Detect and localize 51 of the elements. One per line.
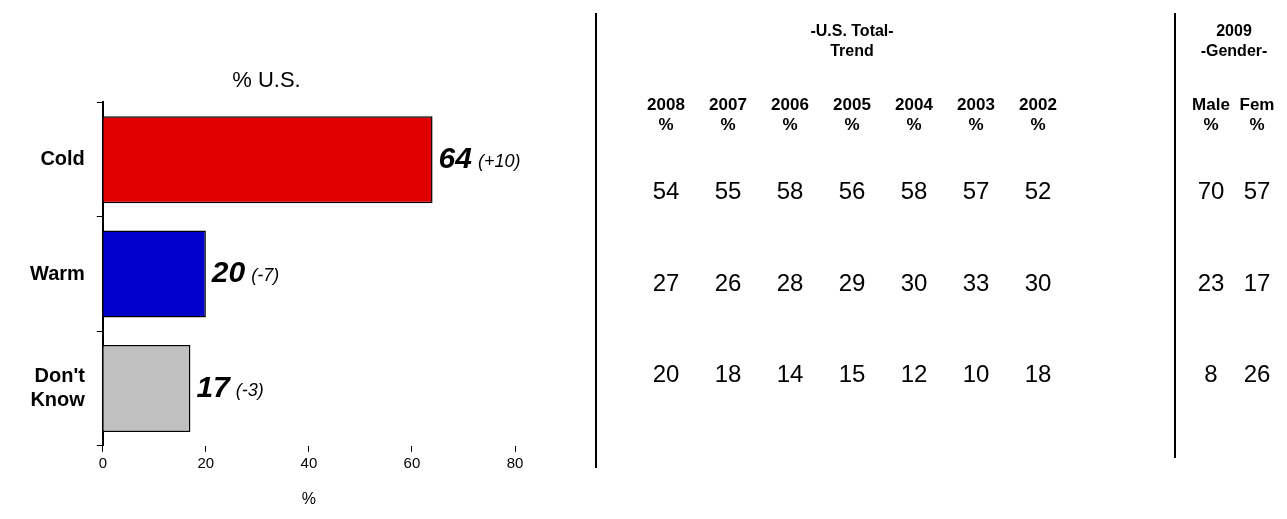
data-label: 26	[714, 268, 742, 296]
data-label: 33	[962, 268, 990, 296]
data-label: 54	[652, 177, 680, 205]
x-tick-label: 40	[300, 453, 318, 471]
data-label: 58	[900, 177, 928, 205]
x-tick-label: 0	[98, 453, 107, 471]
data-label: 56	[838, 177, 866, 205]
data-label: 15	[838, 359, 866, 387]
data-label: 18	[714, 359, 742, 387]
x-tick-label: Fem %	[1239, 94, 1275, 135]
x-tick-label: 80	[506, 453, 524, 471]
data-label: 58	[776, 177, 804, 205]
data-label: 17	[1243, 268, 1271, 296]
data-label: 28	[776, 268, 804, 296]
data-label: 20	[652, 359, 680, 387]
x-tick-label: 2003 %	[957, 94, 995, 135]
chart-title: % U.S.	[232, 67, 301, 93]
x-tick-label: Male %	[1192, 94, 1230, 135]
x-tick-label: 2005 %	[833, 94, 871, 135]
y-tick-label: Cold	[40, 147, 85, 170]
data-label: 26	[1243, 359, 1271, 387]
data-label: 8	[1204, 359, 1218, 387]
data-label: 14	[776, 359, 804, 387]
data-label: 30	[1024, 268, 1052, 296]
y-tick-label: Don't Know	[30, 364, 86, 411]
data-label: 29	[838, 268, 866, 296]
chart-title: -U.S. Total- Trend	[810, 22, 894, 60]
x-axis-title: %	[301, 489, 317, 507]
data-label: 17 (-3)	[196, 369, 264, 403]
data-label: 23	[1197, 268, 1225, 296]
data-label: 52	[1024, 177, 1052, 205]
data-label: 70	[1197, 177, 1225, 205]
data-label: 18	[1024, 359, 1052, 387]
data-label: 20 (-7)	[210, 255, 280, 289]
data-label: 27	[652, 268, 680, 296]
x-tick-label: 2006 %	[771, 94, 809, 135]
data-label: 57	[1243, 177, 1271, 205]
x-tick-label: 2007 %	[709, 94, 747, 135]
data-label: 57	[962, 177, 990, 205]
data-label: 12	[900, 359, 928, 387]
x-tick-label: 2004 %	[895, 94, 934, 135]
x-tick-label: 60	[403, 453, 421, 471]
x-tick-label: 2002 %	[1019, 94, 1057, 135]
x-tick-label: 20	[197, 453, 215, 471]
data-label: 30	[900, 268, 928, 296]
data-label: 64 (+10)	[438, 140, 521, 174]
data-label: 55	[714, 177, 742, 205]
text: 2009 -Gender-	[1200, 22, 1268, 60]
x-tick-label: 2008 %	[647, 94, 685, 135]
data-label: 10	[962, 359, 990, 387]
y-tick-label: Warm	[30, 261, 85, 284]
